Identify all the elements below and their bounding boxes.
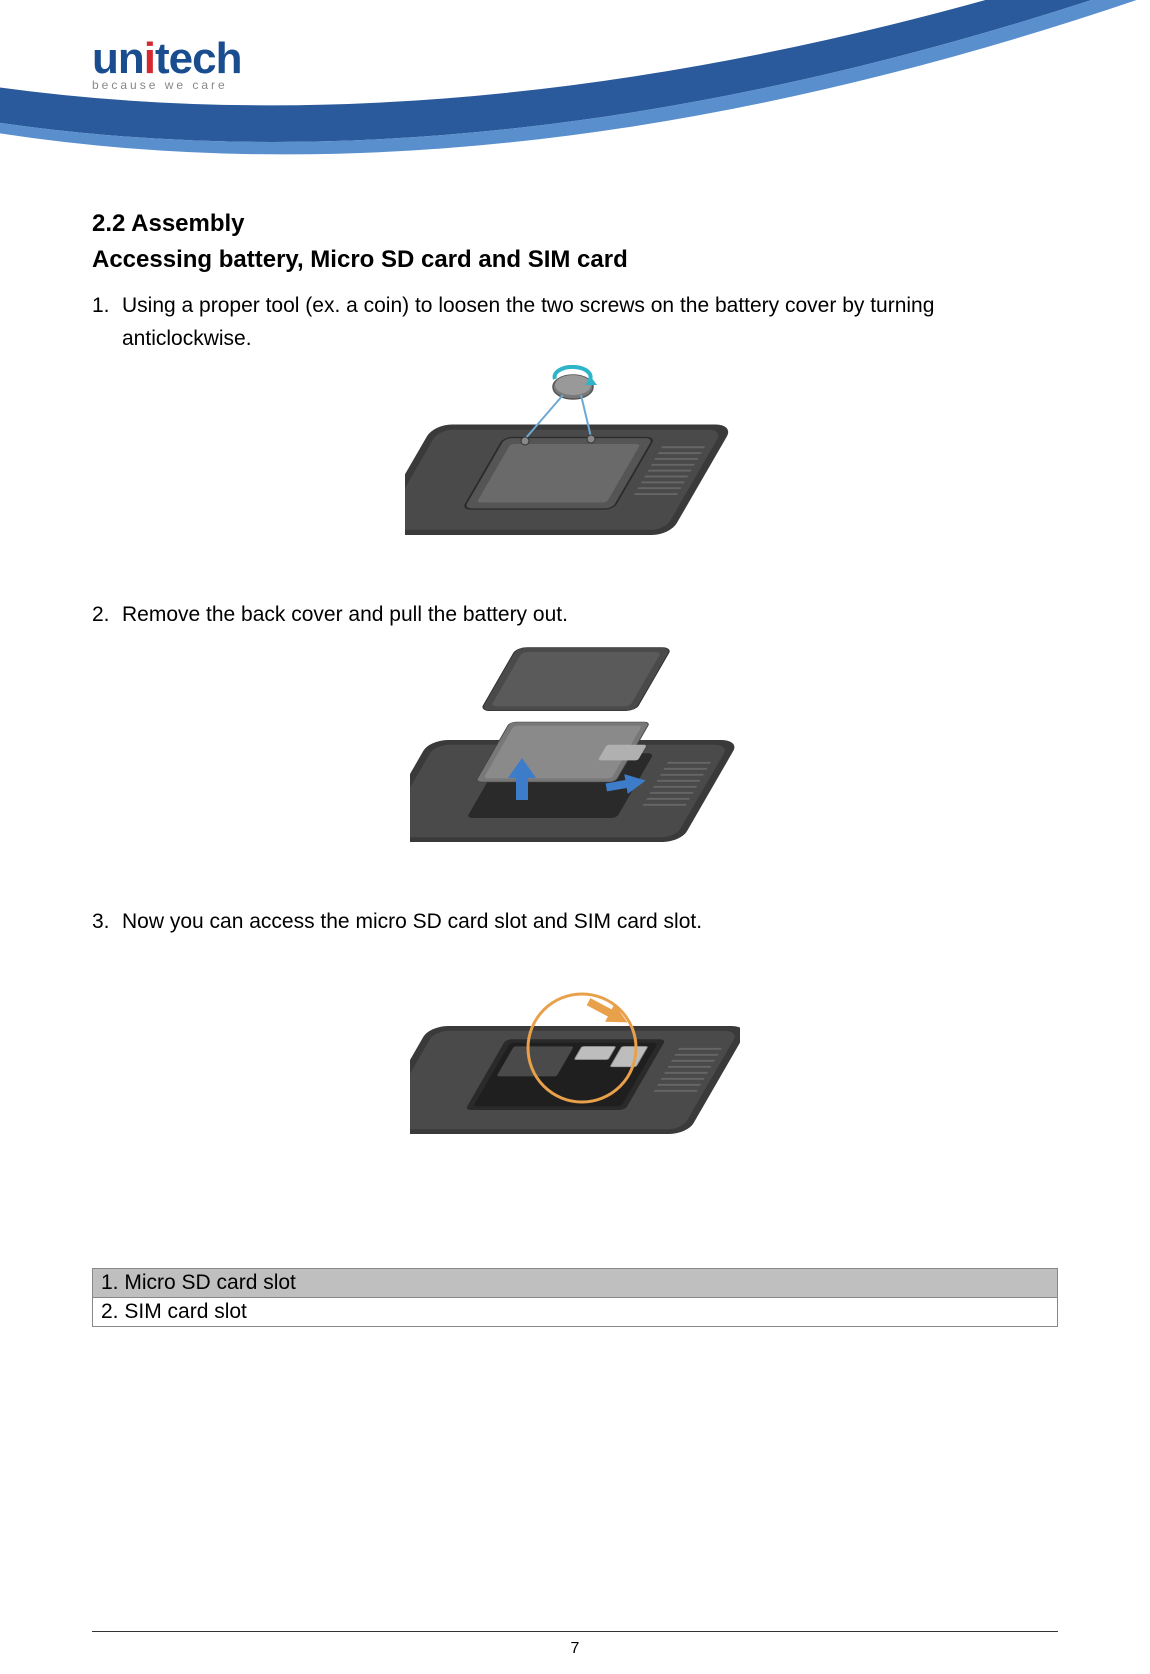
page-content: 2.2 Assembly Accessing battery, Micro SD… (0, 210, 1150, 1327)
table-row: 2. SIM card slot (93, 1298, 1058, 1327)
logo: unitech because we care (92, 34, 241, 92)
step-text: Using a proper tool (ex. a coin) to loos… (122, 290, 1058, 355)
page-header: unitech because we care (0, 0, 1150, 200)
step-text: Remove the back cover and pull the batte… (122, 599, 1058, 632)
header-swoosh (0, 0, 1150, 200)
step-number: 3. (92, 906, 122, 939)
step-number: 1. (92, 290, 122, 323)
page-number: 7 (0, 1640, 1150, 1658)
figure-3 (410, 948, 740, 1208)
step-3: 3. Now you can access the micro SD card … (92, 906, 1058, 939)
step-2: 2. Remove the back cover and pull the ba… (92, 599, 1058, 632)
logo-tagline: because we care (92, 78, 241, 92)
figure-2 (410, 642, 740, 872)
footer-divider (92, 1631, 1058, 1632)
section-subtitle: Accessing battery, Micro SD card and SIM… (92, 246, 1058, 274)
legend-table: 1. Micro SD card slot 2. SIM card slot (92, 1268, 1058, 1327)
logo-wordmark: unitech (92, 34, 241, 84)
legend-cell-2: 2. SIM card slot (93, 1298, 1058, 1327)
figure-1 (405, 365, 745, 565)
table-row: 1. Micro SD card slot (93, 1269, 1058, 1298)
arrow-insert-icon (584, 993, 632, 1031)
step-text: Now you can access the micro SD card slo… (122, 906, 1058, 939)
step-number: 2. (92, 599, 122, 632)
legend-cell-1: 1. Micro SD card slot (93, 1269, 1058, 1298)
section-heading: 2.2 Assembly (92, 210, 1058, 238)
step-1: 1. Using a proper tool (ex. a coin) to l… (92, 290, 1058, 355)
